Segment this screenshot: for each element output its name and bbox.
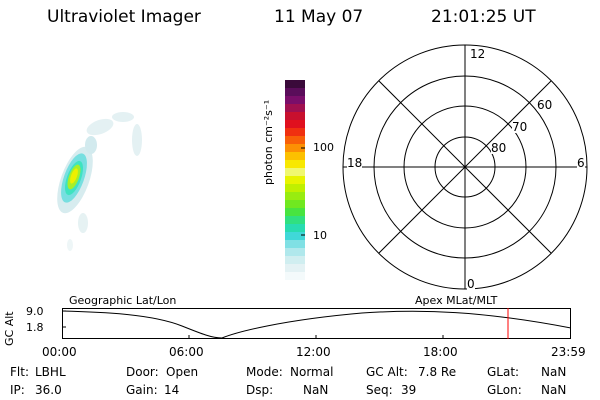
colorbar: [285, 80, 305, 280]
dsp-label: Dsp:: [246, 383, 274, 397]
glat-label: GLat:: [487, 365, 520, 379]
colorbar-tick-10: 10: [313, 229, 327, 242]
gain-value: 14: [164, 383, 180, 397]
colorbar-unit-label: photon cm⁻²s⁻¹: [262, 99, 275, 185]
ip-value: 36.0: [35, 383, 62, 397]
ip-label: IP:: [10, 383, 25, 397]
time-tick-1200: 12:00: [296, 345, 331, 359]
altitude-plot: [62, 308, 571, 339]
lat-label-60: 60: [537, 98, 553, 112]
flt-value: LBHL: [35, 365, 66, 379]
altitude-axis-title: GC Alt: [3, 311, 16, 346]
polar-plot: [342, 44, 588, 290]
mlt-label-18: 18: [347, 156, 363, 170]
gc-alt-label: GC Alt:: [366, 365, 408, 379]
lat-label-70: 70: [512, 120, 528, 134]
altitude-tick-9: 9.0: [26, 305, 44, 318]
door-value: Open: [166, 365, 199, 379]
glat-value: NaN: [541, 365, 567, 379]
observation-date: 11 May 07: [274, 7, 364, 27]
flt-label: Flt:: [10, 365, 29, 379]
gc-alt-value: 7.8 Re: [418, 365, 457, 379]
instrument-title: Ultraviolet Imager: [47, 7, 201, 27]
dsp-value: NaN: [303, 383, 329, 397]
altitude-tick-1-8: 1.8: [26, 321, 44, 334]
lat-label-80: 80: [491, 141, 507, 155]
colorbar-tick-100: 100: [313, 141, 334, 154]
mode-value: Normal: [290, 365, 334, 379]
mlt-label-0: 0: [467, 277, 475, 291]
time-tick-1800: 18:00: [423, 345, 458, 359]
mode-label: Mode:: [246, 365, 283, 379]
gain-label: Gain:: [126, 383, 158, 397]
seq-value: 39: [401, 383, 417, 397]
glon-label: GLon:: [487, 383, 522, 397]
time-tick-2359: 23:59: [551, 345, 586, 359]
time-tick-0000: 00:00: [42, 345, 77, 359]
mlt-label-12: 12: [470, 47, 486, 61]
time-tick-0600: 06:00: [169, 345, 204, 359]
door-label: Door:: [126, 365, 159, 379]
observation-time: 21:01:25 UT: [431, 7, 536, 27]
seq-label: Seq:: [366, 383, 393, 397]
glon-value: NaN: [541, 383, 567, 397]
mlt-label-6: 6: [577, 156, 585, 170]
geographic-label: Geographic Lat/Lon: [69, 294, 177, 307]
auroral-image: [57, 112, 142, 251]
apex-label: Apex MLat/MLT: [415, 294, 498, 307]
